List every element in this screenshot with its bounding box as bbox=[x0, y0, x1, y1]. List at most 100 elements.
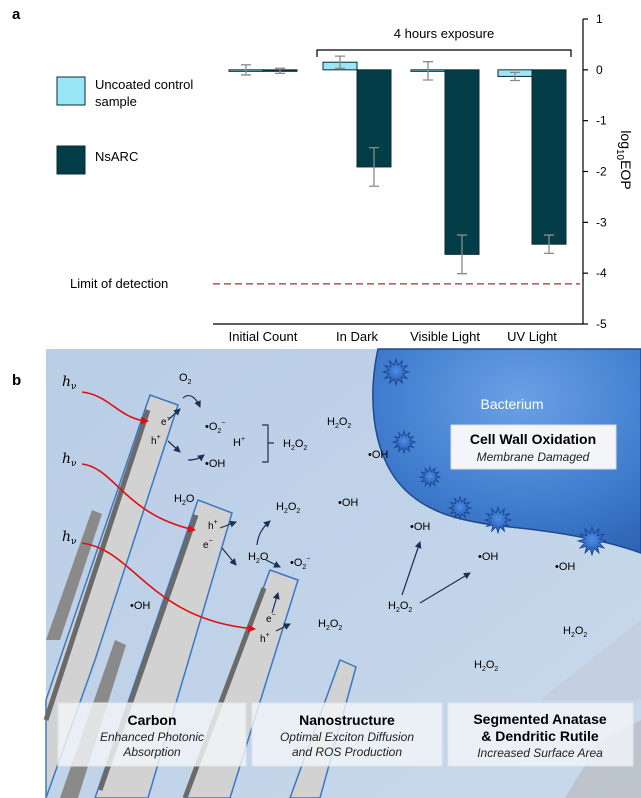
caption-carbon-line2: Absorption bbox=[122, 745, 181, 759]
light-arrow-2 bbox=[81, 463, 196, 533]
hydroxyl-label-4: •OH bbox=[410, 521, 430, 533]
hydroxyl-label-3: •OH bbox=[338, 497, 358, 509]
electron-label-3: e− bbox=[266, 612, 276, 625]
limit-of-detection-label: Limit of detection bbox=[70, 276, 168, 291]
h-plus-label: H+ bbox=[233, 436, 245, 449]
hydroxyl-label-2: •OH bbox=[368, 449, 388, 461]
light-arrow-3 bbox=[81, 542, 256, 633]
h2o2-bracket bbox=[262, 424, 274, 463]
panel-a: a Uncoated control sample NsARC 4 hours … bbox=[12, 6, 634, 344]
caption-nanostructure: Nanostructure Optimal Exciton Diffusion … bbox=[251, 702, 443, 767]
h2o2-label-5: H2O2 bbox=[318, 618, 342, 632]
h2o2-label-6: H2O2 bbox=[563, 625, 587, 639]
error-bars-group bbox=[241, 55, 554, 275]
hydroxyl-label-7: •OH bbox=[130, 600, 150, 612]
x-tick-label-1: In Dark bbox=[336, 329, 378, 344]
light-arrows bbox=[81, 391, 256, 633]
starburst-3 bbox=[447, 495, 473, 521]
y-tick-label-5: -4 bbox=[596, 266, 607, 280]
y-tick-label-4: -3 bbox=[596, 215, 607, 229]
panel-b-label: b bbox=[12, 372, 21, 389]
h2o2-label-4: H2O2 bbox=[388, 600, 412, 614]
hydroxyl-label-5: •OH bbox=[478, 551, 498, 563]
legend-swatch-uncoated bbox=[56, 76, 86, 106]
error-bar-nsarc-2 bbox=[457, 234, 467, 275]
cell-wall-box bbox=[450, 424, 617, 470]
x-tick-label-0: Initial Count bbox=[229, 329, 298, 344]
caption-anatase: Segmented Anatase & Dendritic Rutile Inc… bbox=[447, 702, 634, 767]
superoxide-label-1: •O2− bbox=[205, 420, 225, 435]
y-tick-label-2: -1 bbox=[596, 114, 607, 128]
bar-nsarc-2 bbox=[444, 69, 480, 255]
panel-a-label: a bbox=[12, 6, 21, 23]
bacterium-label: Bacterium bbox=[480, 396, 543, 412]
caption-carbon: Carbon Enhanced Photonic Absorption bbox=[57, 702, 247, 767]
grey-shadow-shape-2 bbox=[540, 620, 641, 700]
light-arrow-1 bbox=[81, 391, 149, 425]
legend-label-uncoated-line2: sample bbox=[95, 94, 137, 109]
error-bar-uncoated-2 bbox=[423, 61, 433, 81]
h2o2-label-3: H2O2 bbox=[276, 501, 300, 515]
caption-nanostructure-line1: Optimal Exciton Diffusion bbox=[280, 730, 414, 744]
legend-label-nsarc: NsARC bbox=[95, 149, 138, 164]
error-bar-uncoated-3 bbox=[510, 71, 520, 82]
superoxide-label-2: •O2− bbox=[290, 556, 310, 571]
x-tick-label-3: UV Light bbox=[507, 329, 557, 344]
legend: Uncoated control sample NsARC bbox=[56, 76, 193, 175]
starburst-2 bbox=[418, 465, 442, 489]
starburst-5 bbox=[576, 525, 608, 557]
water-label-2: H2O bbox=[248, 551, 269, 565]
h2o2-label-7: H2O2 bbox=[474, 659, 498, 673]
electron-label-2: e− bbox=[203, 538, 213, 551]
x-tick-label-2: Visible Light bbox=[410, 329, 480, 344]
error-bar-uncoated-1 bbox=[335, 55, 345, 69]
exposure-bracket: 4 hours exposure bbox=[316, 26, 572, 57]
error-bar-nsarc-1 bbox=[369, 146, 379, 187]
starburst-4 bbox=[483, 505, 513, 535]
cell-wall-title: Cell Wall Oxidation bbox=[470, 431, 596, 447]
ros-labels: O2 •O2− H+ H2O2 •OH H2O2 •OH H2O H2O2 •O… bbox=[130, 372, 587, 673]
bars-group bbox=[228, 61, 567, 255]
legend-label-uncoated: Uncoated control bbox=[95, 77, 193, 92]
y-axis-title: log10EOP bbox=[614, 130, 634, 189]
bar-nsarc-3 bbox=[531, 69, 567, 245]
h2o2-label-2: H2O2 bbox=[327, 416, 351, 430]
cell-wall-subtitle: Membrane Damaged bbox=[477, 450, 590, 464]
exposure-label: 4 hours exposure bbox=[394, 26, 494, 41]
y-tick-label-3: -2 bbox=[596, 165, 607, 179]
error-bar-nsarc-3 bbox=[544, 234, 554, 254]
hole-label-2: h+ bbox=[208, 519, 218, 532]
caption-anatase-line1: Increased Surface Area bbox=[477, 746, 603, 760]
caption-anatase-title: Segmented Anatase bbox=[473, 711, 607, 727]
h2o2-label-1: H2O2 bbox=[283, 438, 307, 452]
reaction-arrows bbox=[167, 395, 471, 632]
y-ticks: 1 0 -1 -2 -3 -4 -5 bbox=[583, 12, 607, 331]
hydroxyl-label-6: •OH bbox=[555, 561, 575, 573]
x-tick-labels: Initial Count In Dark Visible Light UV Ligh… bbox=[229, 329, 558, 344]
photon-label-1: hν bbox=[62, 374, 77, 392]
caption-nanostructure-title: Nanostructure bbox=[299, 712, 395, 728]
y-tick-label-0: 1 bbox=[596, 12, 603, 26]
error-bar-uncoated-0 bbox=[241, 64, 251, 76]
caption-carbon-title: Carbon bbox=[128, 712, 177, 728]
hole-label-3: h+ bbox=[260, 632, 270, 645]
y-tick-label-1: 0 bbox=[596, 63, 603, 77]
error-bar-nsarc-0 bbox=[275, 67, 285, 75]
hydroxyl-label-1: •OH bbox=[205, 458, 225, 470]
starburst-1 bbox=[391, 429, 417, 455]
hole-label-1: h+ bbox=[151, 434, 161, 447]
photon-label-3: hν bbox=[62, 529, 77, 547]
electron-label-1: e− bbox=[161, 415, 171, 428]
damage-starbursts bbox=[381, 357, 608, 557]
caption-carbon-line1: Enhanced Photonic bbox=[100, 730, 204, 744]
caption-nanostructure-line2: and ROS Production bbox=[292, 745, 402, 759]
photon-label-2: hν bbox=[62, 451, 77, 469]
y-tick-label-6: -5 bbox=[596, 317, 607, 331]
panel-b: b Bacterium Cell Wall Oxidation Membrane… bbox=[12, 348, 641, 798]
o2-label: O2 bbox=[179, 372, 192, 386]
legend-swatch-nsarc bbox=[56, 145, 86, 175]
caption-anatase-title2: & Dendritic Rutile bbox=[481, 728, 599, 744]
water-label-1: H2O bbox=[174, 493, 195, 507]
starburst-0 bbox=[381, 357, 411, 387]
